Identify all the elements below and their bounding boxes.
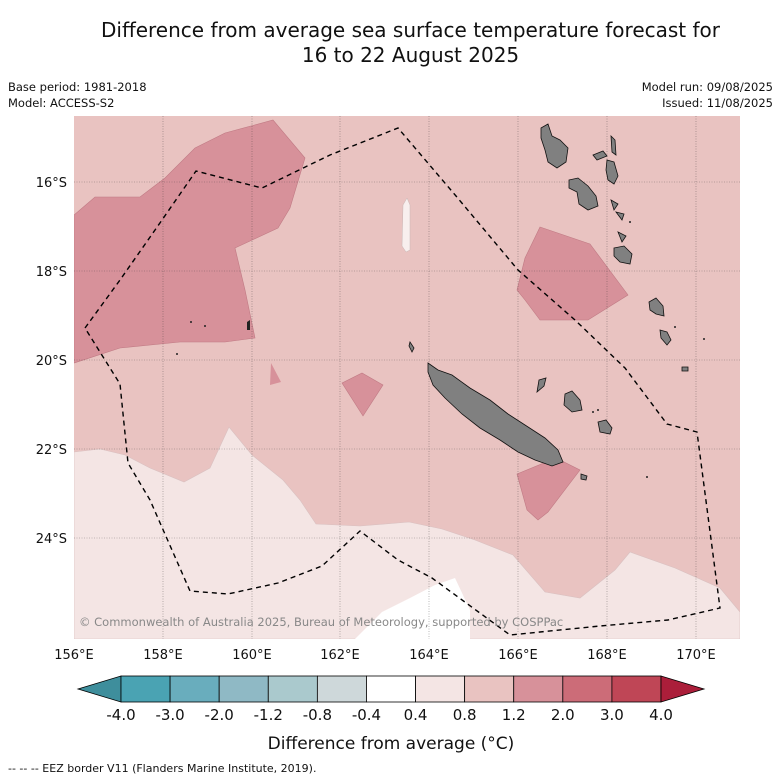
eez-legend-footer: -- -- -- EEZ border V11 (Flanders Marine… (8, 762, 317, 775)
copyright-notice: © Commonwealth of Australia 2025, Bureau… (79, 615, 563, 629)
colorbar-extend-low (76, 675, 122, 703)
land-vanuatu (540, 123, 689, 372)
lon-label: 158°E (143, 648, 183, 663)
colorbar-tick-labels: -4.0 -3.0 -2.0 -1.2 -0.8 -0.4 0.4 0.8 1.2 2.0 3.0 4… (106, 706, 673, 724)
anomaly-1.2-2.0-east-region (516, 226, 629, 321)
lon-label: 166°E (498, 648, 538, 663)
colorbar: -4.0 -3.0 -2.0 -1.2 -0.8 -0.4 0.4 0.8 1.2 2.0 3.0 4… (76, 675, 706, 754)
meta-right: Model run: 09/08/2025 Issued: 11/08/2025 (642, 79, 773, 111)
base-period: Base period: 1981-2018 (8, 80, 147, 94)
lon-label: 170°E (676, 648, 716, 663)
title-line-1: Difference from average sea surface temp… (100, 18, 720, 42)
colorbar-cell (169, 675, 220, 703)
lat-label: 22°S (36, 443, 67, 458)
lat-label: 18°S (36, 265, 67, 280)
lon-label: 164°E (409, 648, 449, 663)
land-new-caledonia (408, 341, 613, 481)
lon-label: 168°E (587, 648, 627, 663)
eez-border-line (84, 127, 721, 636)
colorbar-tick-label: -1.2 (254, 706, 283, 724)
map-title: Difference from average sea surface temp… (40, 18, 781, 68)
meta-left: Base period: 1981-2018 Model: ACCESS-S2 (8, 79, 147, 111)
colorbar-tick-label: 2.0 (551, 706, 575, 724)
latitude-labels: 16°S 18°S 20°S 22°S 24°S (36, 176, 67, 547)
colorbar-tick-label: 4.0 (649, 706, 673, 724)
anomaly-1.2-2.0-patch-2 (270, 363, 281, 385)
small-islets (176, 221, 705, 478)
colorbar-cell (562, 675, 613, 703)
longitude-labels: 156°E 158°E 160°E 162°E 164°E 166°E 168°… (54, 648, 716, 663)
anomaly-0.4-0.8-sliver (401, 197, 411, 253)
colorbar-cell (611, 675, 662, 703)
colorbar-tick-label: 0.8 (453, 706, 477, 724)
map-area: © Commonwealth of Australia 2025, Bureau… (74, 116, 740, 639)
model-name: Model: ACCESS-S2 (8, 96, 115, 110)
colorbar-title: Difference from average (°C) (268, 734, 515, 754)
colorbar-cells (76, 675, 706, 703)
title-line-2: 16 to 22 August 2025 (301, 43, 520, 67)
colorbar-tick-label: -4.0 (106, 706, 135, 724)
lon-label: 156°E (54, 648, 94, 663)
colorbar-tick-label: -2.0 (205, 706, 234, 724)
colorbar-tick-label: -0.4 (352, 706, 381, 724)
model-run: Model run: 09/08/2025 (641, 80, 773, 94)
colorbar-tick-label: 3.0 (600, 706, 624, 724)
colorbar-extend-high (660, 675, 706, 703)
colorbar-cell (218, 675, 269, 703)
lat-label: 20°S (36, 354, 67, 369)
anomaly-1.2-2.0-west-region (74, 119, 306, 364)
colorbar-cell (513, 675, 564, 703)
lon-label: 162°E (320, 648, 360, 663)
gridlines (74, 116, 740, 639)
colorbar-cell (464, 675, 515, 703)
colorbar-cell (316, 675, 367, 703)
colorbar-tick-label: -0.8 (303, 706, 332, 724)
colorbar-cell (267, 675, 318, 703)
colorbar-cell (120, 675, 171, 703)
colorbar-cell (366, 675, 416, 703)
anomaly-0.4-0.8-region (74, 426, 740, 639)
anomaly-1.2-2.0-patch-1 (341, 372, 384, 417)
colorbar-cell (415, 675, 466, 703)
issued-date: Issued: 11/08/2025 (662, 96, 773, 110)
colorbar-tick-label: 0.4 (404, 706, 428, 724)
lat-label: 16°S (36, 176, 67, 191)
lat-label: 24°S (36, 532, 67, 547)
lon-label: 160°E (232, 648, 272, 663)
colorbar-tick-label: -3.0 (155, 706, 184, 724)
anomaly-neutral-region (355, 578, 470, 639)
colorbar-tick-label: 1.2 (502, 706, 526, 724)
